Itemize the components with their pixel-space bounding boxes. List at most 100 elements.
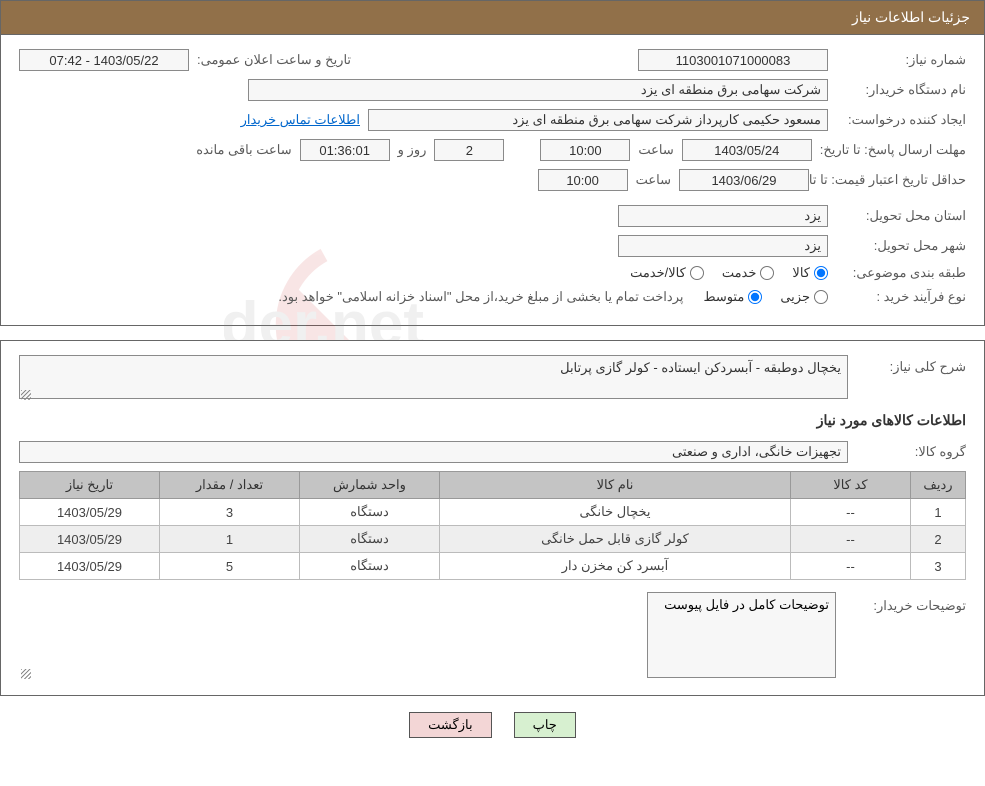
table-cell: 1 — [160, 526, 300, 553]
button-row: چاپ بازگشت — [0, 712, 985, 738]
reply-deadline-time[interactable] — [540, 139, 630, 161]
table-row: 3--آبسرد کن مخزن داردستگاه51403/05/29 — [20, 553, 966, 580]
row-requester: ایجاد کننده درخواست: اطلاعات تماس خریدار — [19, 109, 966, 131]
table-row: 2--کولر گازی قابل حمل خانگیدستگاه11403/0… — [20, 526, 966, 553]
process-type-label: نوع فرآیند خرید : — [836, 289, 966, 305]
buyer-desc-textarea[interactable] — [647, 592, 836, 678]
classification-radio-label: کالا — [792, 265, 810, 281]
print-button[interactable]: چاپ — [514, 712, 576, 738]
reply-deadline-label: مهلت ارسال پاسخ: تا تاریخ: — [820, 142, 966, 158]
table-cell: -- — [791, 553, 911, 580]
row-summary: شرح کلی نیاز: — [19, 355, 966, 402]
row-need-number: شماره نیاز: تاریخ و ساعت اعلان عمومی: — [19, 49, 966, 71]
table-cell: -- — [791, 499, 911, 526]
table-cell: 2 — [911, 526, 966, 553]
table-header-cell: ردیف — [911, 472, 966, 499]
classification-radio[interactable] — [760, 266, 774, 280]
buyer-org-field[interactable] — [248, 79, 828, 101]
details-panel: AriaTender.net شماره نیاز: تاریخ و ساعت … — [0, 35, 985, 326]
reply-time-label: ساعت — [638, 142, 673, 158]
row-classification: طبقه بندی موضوعی: کالا خدمت کالا/خدمت — [19, 265, 966, 281]
summary-label: شرح کلی نیاز: — [856, 355, 966, 375]
process-type-radios: جزیی متوسط — [703, 289, 828, 305]
reply-days-and-label: روز و — [398, 142, 427, 158]
table-cell: دستگاه — [300, 499, 440, 526]
goods-group-field[interactable] — [19, 441, 848, 463]
classification-option[interactable]: خدمت — [722, 265, 775, 281]
table-cell: 1 — [911, 499, 966, 526]
table-cell: 1403/05/29 — [20, 499, 160, 526]
table-header-cell: واحد شمارش — [300, 472, 440, 499]
classification-radios: کالا خدمت کالا/خدمت — [630, 265, 828, 281]
price-validity-date[interactable] — [679, 169, 809, 191]
price-validity-time-label: ساعت — [636, 172, 671, 188]
requester-label: ایجاد کننده درخواست: — [836, 112, 966, 128]
classification-radio[interactable] — [690, 266, 704, 280]
table-cell: 3 — [160, 499, 300, 526]
delivery-province-field[interactable] — [618, 205, 828, 227]
row-delivery-province: استان محل تحویل: — [19, 205, 966, 227]
table-cell: آبسرد کن مخزن دار — [440, 553, 791, 580]
goods-group-label: گروه کالا: — [856, 444, 966, 460]
row-buyer-desc: توضیحات خریدار: — [19, 592, 966, 681]
table-cell: 3 — [911, 553, 966, 580]
requester-field[interactable] — [368, 109, 828, 131]
delivery-city-label: شهر محل تحویل: — [836, 238, 966, 254]
table-cell: یخچال خانگی — [440, 499, 791, 526]
reply-remaining-label: ساعت باقی مانده — [196, 142, 291, 158]
row-process-type: نوع فرآیند خرید : جزیی متوسط پرداخت تمام … — [19, 289, 966, 305]
row-goods-group: گروه کالا: — [19, 441, 966, 463]
table-cell: دستگاه — [300, 526, 440, 553]
process-type-radio[interactable] — [748, 290, 762, 304]
table-cell: دستگاه — [300, 553, 440, 580]
reply-days-field[interactable] — [434, 139, 504, 161]
need-number-label: شماره نیاز: — [836, 52, 966, 68]
buyer-org-label: نام دستگاه خریدار: — [836, 82, 966, 98]
process-type-radio-label: متوسط — [703, 289, 744, 305]
table-cell: 1403/05/29 — [20, 526, 160, 553]
items-heading: اطلاعات کالاهای مورد نیاز — [19, 412, 966, 429]
row-reply-deadline: مهلت ارسال پاسخ: تا تاریخ: ساعت روز و سا… — [19, 139, 966, 161]
table-cell: کولر گازی قابل حمل خانگی — [440, 526, 791, 553]
contact-link[interactable]: اطلاعات تماس خریدار — [241, 112, 360, 128]
page-title: جزئیات اطلاعات نیاز — [852, 9, 970, 25]
table-row: 1--یخچال خانگیدستگاه31403/05/29 — [20, 499, 966, 526]
announce-label: تاریخ و ساعت اعلان عمومی: — [197, 52, 351, 68]
delivery-province-label: استان محل تحویل: — [836, 208, 966, 224]
buyer-desc-label: توضیحات خریدار: — [846, 592, 966, 614]
classification-option[interactable]: کالا — [792, 265, 828, 281]
row-delivery-city: شهر محل تحویل: — [19, 235, 966, 257]
process-type-radio[interactable] — [814, 290, 828, 304]
delivery-city-field[interactable] — [618, 235, 828, 257]
announce-field[interactable] — [19, 49, 189, 71]
summary-textarea[interactable] — [19, 355, 848, 399]
table-header-cell: نام کالا — [440, 472, 791, 499]
table-cell: -- — [791, 526, 911, 553]
resize-handle-icon[interactable] — [21, 669, 31, 679]
reply-deadline-date[interactable] — [682, 139, 812, 161]
items-table: ردیفکد کالانام کالاواحد شمارشتعداد / مقد… — [19, 471, 966, 580]
table-cell: 5 — [160, 553, 300, 580]
row-buyer-org: نام دستگاه خریدار: — [19, 79, 966, 101]
table-cell: 1403/05/29 — [20, 553, 160, 580]
classification-option[interactable]: کالا/خدمت — [630, 265, 704, 281]
process-type-option[interactable]: جزیی — [780, 289, 828, 305]
process-type-note: پرداخت تمام یا بخشی از مبلغ خرید،از محل … — [278, 289, 683, 305]
classification-label: طبقه بندی موضوعی: — [836, 265, 966, 281]
back-button[interactable]: بازگشت — [409, 712, 491, 738]
table-header-cell: تاریخ نیاز — [20, 472, 160, 499]
process-type-option[interactable]: متوسط — [703, 289, 762, 305]
page-header: جزئیات اطلاعات نیاز — [0, 0, 985, 35]
process-type-radio-label: جزیی — [780, 289, 810, 305]
price-validity-label: حداقل تاریخ اعتبار قیمت: تا تاریخ: — [787, 172, 966, 188]
need-number-field[interactable] — [638, 49, 828, 71]
table-header-cell: کد کالا — [791, 472, 911, 499]
resize-handle-icon[interactable] — [21, 390, 31, 400]
classification-radio-label: کالا/خدمت — [630, 265, 686, 281]
classification-radio-label: خدمت — [722, 265, 757, 281]
classification-radio[interactable] — [814, 266, 828, 280]
table-header-cell: تعداد / مقدار — [160, 472, 300, 499]
row-price-validity: حداقل تاریخ اعتبار قیمت: تا تاریخ: ساعت — [19, 169, 966, 191]
price-validity-time[interactable] — [538, 169, 628, 191]
reply-hours-field[interactable] — [300, 139, 390, 161]
